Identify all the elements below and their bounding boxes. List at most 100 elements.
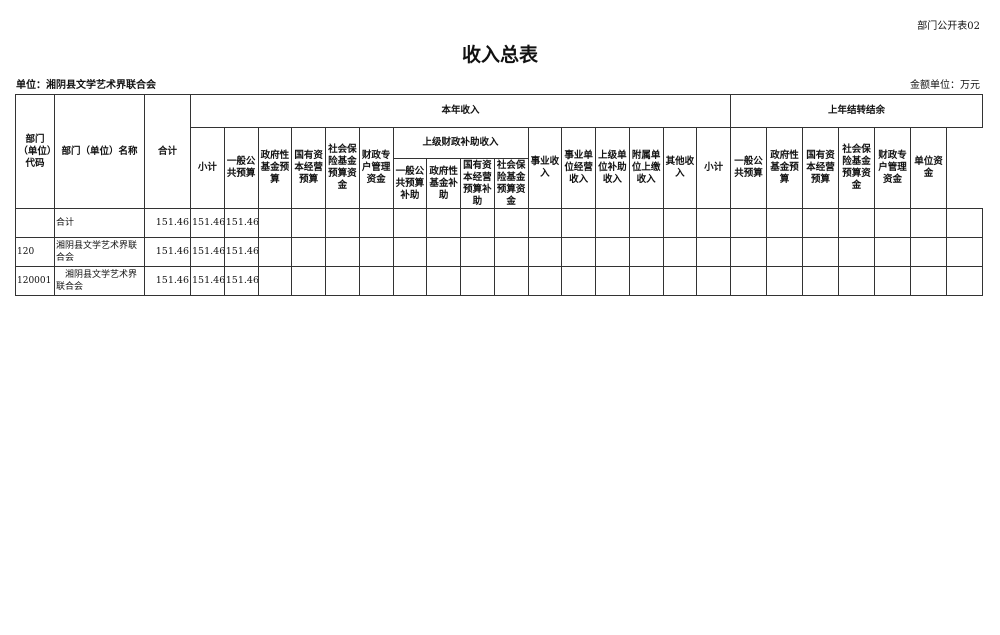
header-prior-col: 单位资金 [910, 127, 948, 209]
table-row: 合计 151.46 151.46 151.46 [15, 208, 984, 238]
header-current-col: 国有资本经营预算 [291, 127, 326, 209]
header-current-col: 财政专户管理资金 [358, 127, 394, 209]
cell-subtotal: 151.46 [190, 237, 225, 267]
cell-empty [766, 208, 804, 238]
cell-general: 151.46 [223, 208, 259, 238]
cell-empty [696, 208, 732, 238]
header-other-col: 附属单位上缴收入 [628, 127, 664, 209]
cell-empty [628, 266, 664, 296]
cell-empty [662, 237, 698, 267]
cell-empty [662, 208, 698, 238]
header-other-col: 其他收入 [662, 127, 698, 209]
cell-empty [561, 266, 596, 296]
cell-empty [696, 237, 732, 267]
cell-empty [595, 266, 630, 296]
cell-empty [527, 237, 563, 267]
cell-empty [291, 237, 326, 267]
cell-empty [392, 266, 428, 296]
cell-code [15, 208, 55, 238]
header-upper-col: 社会保险基金预算资金 [493, 158, 529, 209]
cell-empty [426, 266, 461, 296]
cell-code: 120 [15, 237, 55, 267]
cell-empty [493, 266, 529, 296]
header-prior-col: 社会保险基金预算资金 [838, 127, 876, 209]
cell-empty [730, 208, 768, 238]
cell-empty [838, 266, 876, 296]
cell-empty [426, 208, 461, 238]
form-code: 部门公开表02 [917, 21, 980, 32]
cell-empty [561, 237, 596, 267]
cell-empty [358, 208, 394, 238]
cell-empty [460, 208, 495, 238]
cell-empty [766, 237, 804, 267]
cell-empty [595, 208, 630, 238]
cell-empty [946, 237, 984, 267]
page-title: 收入总表 [461, 44, 538, 66]
table-row: 120001 湘阴县文学艺术界联合会 151.46 151.46 151.46 [15, 266, 984, 296]
header-code: 部门（单位）代码 [15, 94, 55, 209]
cell-empty [802, 266, 840, 296]
cell-empty [392, 237, 428, 267]
cell-empty [561, 208, 596, 238]
cell-name: 湘阴县文学艺术界联合会 [54, 237, 145, 267]
money-unit: 金额单位：万元 [910, 80, 980, 91]
cell-general: 151.46 [223, 266, 259, 296]
cell-general: 151.46 [223, 237, 259, 267]
header-prior-col: 财政专户管理资金 [874, 127, 912, 209]
cell-total: 151.46 [144, 208, 191, 238]
cell-empty [802, 208, 840, 238]
header-prior-col: 小计 [696, 127, 732, 209]
cell-empty [493, 208, 529, 238]
cell-empty [493, 237, 529, 267]
header-other-col: 事业收入 [527, 127, 563, 209]
cell-total: 151.46 [144, 266, 191, 296]
header-current-col: 社会保险基金预算资金 [325, 127, 360, 209]
cell-empty [426, 237, 461, 267]
cell-empty [358, 237, 394, 267]
cell-empty [257, 237, 293, 267]
cell-code: 120001 [15, 266, 55, 296]
cell-empty [257, 266, 293, 296]
cell-empty [628, 237, 664, 267]
cell-name: 合计 [54, 208, 145, 238]
header-upper-col: 一般公共预算补助 [392, 158, 428, 209]
header-prior-year: 上年结转结余 [730, 94, 984, 128]
cell-empty [460, 266, 495, 296]
cell-empty [628, 208, 664, 238]
cell-empty [325, 237, 360, 267]
cell-empty [946, 266, 984, 296]
cell-empty [662, 266, 698, 296]
cell-empty [802, 237, 840, 267]
cell-empty [910, 266, 948, 296]
cell-total: 151.46 [144, 237, 191, 267]
cell-name: 湘阴县文学艺术界联合会 [54, 266, 145, 296]
header-prior-col: 国有资本经营预算 [802, 127, 840, 209]
cell-empty [595, 237, 630, 267]
header-upper-subsidy: 上级财政补助收入 [392, 127, 529, 159]
header-other-col: 上级单位补助收入 [595, 127, 630, 209]
cell-empty [838, 208, 876, 238]
cell-empty [874, 266, 912, 296]
cell-empty [730, 266, 768, 296]
header-upper-col: 政府性基金补助 [426, 158, 461, 209]
cell-empty [291, 266, 326, 296]
cell-empty [946, 208, 984, 238]
header-current-col: 一般公共预算 [223, 127, 259, 209]
header-current-col: 小计 [190, 127, 225, 209]
header-name: 部门（单位）名称 [54, 94, 145, 209]
cell-subtotal: 151.46 [190, 266, 225, 296]
header-current-col: 政府性基金预算 [257, 127, 293, 209]
income-table: 部门（单位）代码 部门（单位）名称 合计 本年收入 上年结转结余 小计 一般公共预… [15, 94, 984, 296]
cell-empty [910, 208, 948, 238]
cell-empty [910, 237, 948, 267]
header-other-col: 事业单位经营收入 [561, 127, 596, 209]
header-upper-col: 国有资本经营预算补助 [460, 158, 495, 209]
cell-empty [838, 237, 876, 267]
header-prior-col: 政府性基金预算 [766, 127, 804, 209]
cell-empty [325, 208, 360, 238]
cell-empty [730, 237, 768, 267]
cell-empty [527, 266, 563, 296]
unit-label: 单位：湘阴县文学艺术界联合会 [16, 80, 156, 91]
header-total: 合计 [144, 94, 191, 209]
cell-subtotal: 151.46 [190, 208, 225, 238]
